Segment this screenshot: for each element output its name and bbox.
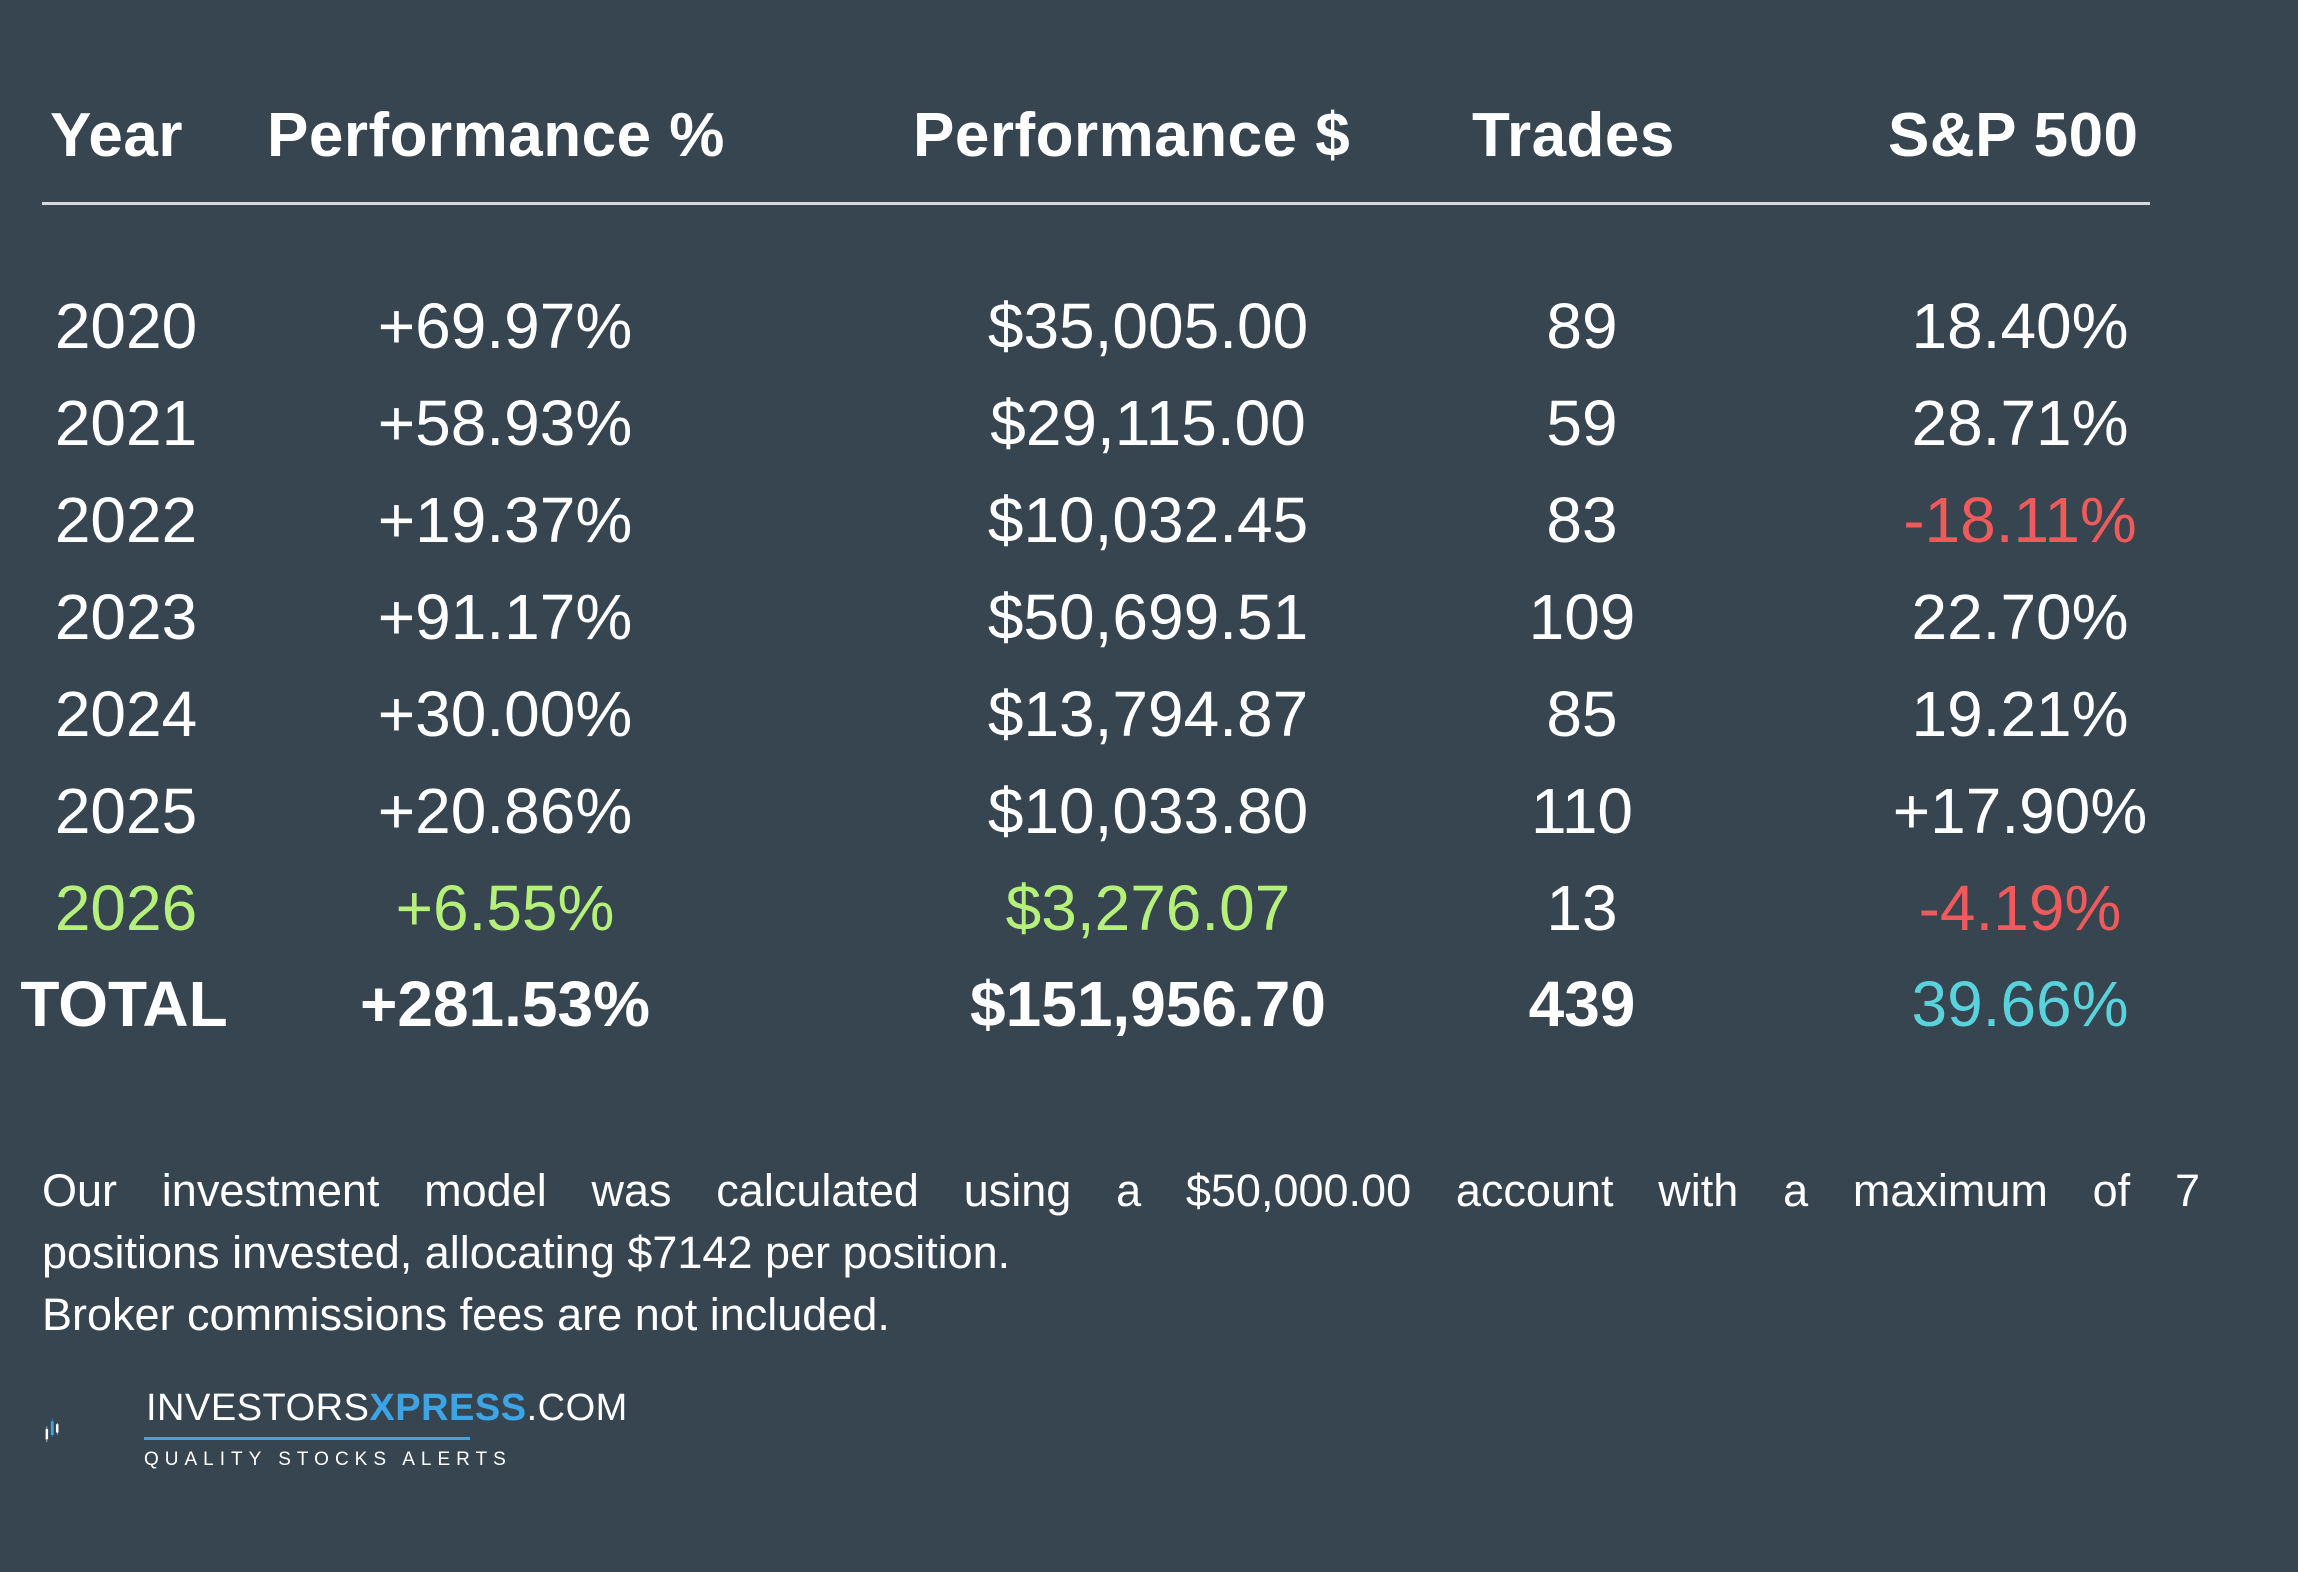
brand-logo-name: INVESTORSXPRESS.COM <box>146 1383 628 1433</box>
header-performance-pct: Performance % <box>267 101 725 170</box>
row-2022-pct: +19.37% <box>377 484 633 556</box>
row-2026-trades: 13 <box>1546 872 1618 944</box>
disclaimer-note: Our investment model was calculated usin… <box>42 1160 2200 1346</box>
row-2023-sp500: 22.70% <box>1911 581 2129 653</box>
row-2024-trades: 85 <box>1546 678 1618 750</box>
row-2022-usd: $10,032.45 <box>987 484 1309 556</box>
header-sp500: S&P 500 <box>1888 101 2139 170</box>
row-total-pct: +281.53% <box>359 968 651 1040</box>
row-2021-trades: 59 <box>1546 387 1618 459</box>
row-2020-usd: $35,005.00 <box>987 290 1309 362</box>
row-2025-year: 2025 <box>54 775 198 847</box>
row-2021-usd: $29,115.00 <box>990 387 1306 459</box>
brand-tagline: QUALITY STOCKS ALERTS <box>144 1449 512 1470</box>
row-2024-usd: $13,794.87 <box>987 678 1309 750</box>
header-divider <box>42 202 2150 205</box>
row-2023-year: 2023 <box>54 581 198 653</box>
candlestick-chart-icon <box>45 1418 59 1442</box>
row-2023-pct: +91.17% <box>377 581 633 653</box>
brand-underline <box>144 1437 470 1440</box>
row-2025-trades: 110 <box>1530 775 1634 847</box>
brand-name-part3: .COM <box>526 1387 628 1429</box>
row-2026-year: 2026 <box>54 872 198 944</box>
row-2020-year: 2020 <box>54 290 198 362</box>
row-2024-pct: +30.00% <box>377 678 633 750</box>
row-2026-sp500: -4.19% <box>1918 872 2122 944</box>
row-2025-pct: +20.86% <box>377 775 633 847</box>
header-year: Year <box>50 101 184 170</box>
row-2020-sp500: 18.40% <box>1911 290 2129 362</box>
row-2020-trades: 89 <box>1546 290 1618 362</box>
row-2024-sp500: 19.21% <box>1911 678 2129 750</box>
brand-name-part1: INVESTORS <box>146 1387 370 1429</box>
row-total-trades: 439 <box>1528 968 1636 1040</box>
row-2020-pct: +69.97% <box>377 290 633 362</box>
row-2025-sp500: +17.90% <box>1892 775 2148 847</box>
brand-name-part2: XPRESS <box>369 1387 527 1429</box>
note-line-2: positions invested, allocating $7142 per… <box>42 1227 1011 1278</box>
header-trades: Trades <box>1472 101 1675 170</box>
note-line-1: Our investment model was calculated usin… <box>42 1165 2200 1216</box>
row-2025-usd: $10,033.80 <box>987 775 1309 847</box>
row-2023-usd: $50,699.51 <box>987 581 1309 653</box>
row-2024-year: 2024 <box>54 678 198 750</box>
row-2026-usd: $3,276.07 <box>1005 872 1291 944</box>
row-2022-sp500: -18.11% <box>1903 484 2137 556</box>
row-2021-year: 2021 <box>54 387 198 459</box>
note-line-3: Broker commissions fees are not included… <box>42 1289 890 1340</box>
row-2022-year: 2022 <box>54 484 198 556</box>
row-2026-pct: +6.55% <box>395 872 615 944</box>
row-total-usd: $151,956.70 <box>970 968 1326 1040</box>
row-2021-pct: +58.93% <box>377 387 633 459</box>
row-2021-sp500: 28.71% <box>1911 387 2129 459</box>
row-total-sp500: 39.66% <box>1911 968 2129 1040</box>
row-2023-trades: 109 <box>1528 581 1636 653</box>
row-total-label: TOTAL <box>20 968 228 1040</box>
header-performance-usd: Performance $ <box>913 101 1351 170</box>
row-2022-trades: 83 <box>1546 484 1618 556</box>
